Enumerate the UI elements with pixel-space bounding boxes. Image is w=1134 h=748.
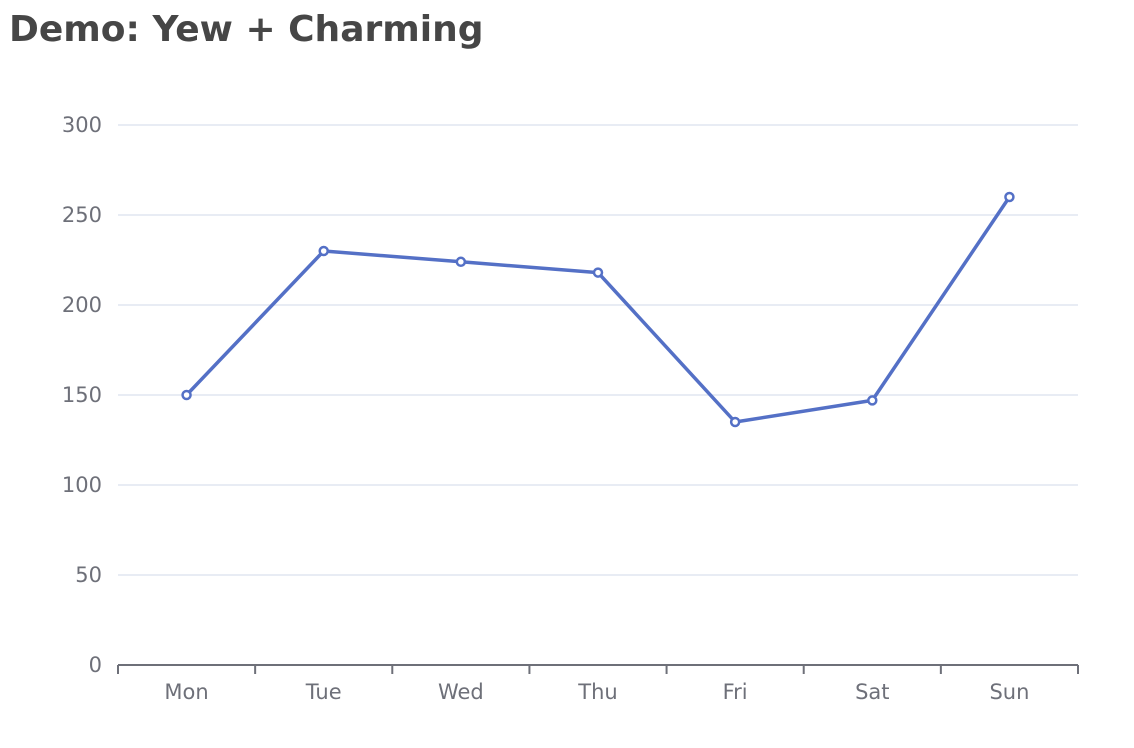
x-tick-label: Fri [723,680,748,704]
data-point[interactable] [318,245,329,257]
x-tick-label: Mon [164,680,208,704]
data-point[interactable] [729,416,741,428]
x-tick-label: Tue [305,680,342,704]
y-tick-label: 100 [62,473,102,497]
y-tick-label: 0 [89,653,102,677]
x-tick-label: Wed [438,680,484,704]
data-point[interactable] [592,267,604,278]
data-point[interactable] [867,395,878,406]
x-axis [117,664,1079,674]
data-point[interactable] [455,256,467,268]
y-tick-label: 300 [62,113,102,137]
y-tick-label: 150 [62,383,102,407]
series-line [184,195,1012,424]
y-tick-label: 50 [75,563,102,587]
y-tick-label: 250 [62,203,102,227]
y-tick-label: 200 [62,293,102,317]
x-tick-label: Sat [855,680,889,704]
x-axis-labels: Mon Tue Wed Thu Fri Sat Sun [164,680,1029,704]
series-layer [181,191,1015,428]
page-title: Demo: Yew + Charming [9,9,484,50]
data-point[interactable] [181,389,192,401]
gridlines [118,124,1078,576]
x-tick-label: Sun [989,680,1029,704]
x-tick-label: Thu [577,680,617,704]
data-point[interactable] [1004,191,1015,203]
y-axis-labels: 0 50 100 150 200 250 300 [62,113,102,677]
